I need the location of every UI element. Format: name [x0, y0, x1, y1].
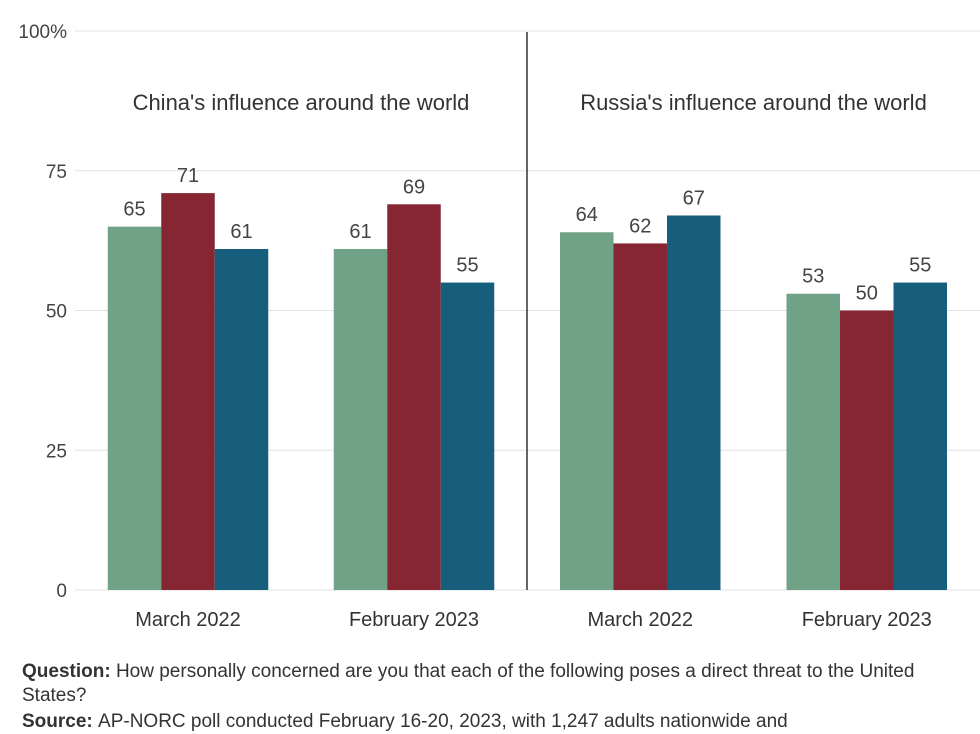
bar — [667, 215, 721, 590]
data-label: 69 — [403, 176, 425, 198]
chart-area: 0 25 50 75 100% China's influence around the… — [18, 22, 980, 631]
panel-2: Russia's influence around the world 64 62 6… — [560, 90, 947, 631]
category-label: March 2022 — [587, 609, 693, 631]
bar — [613, 243, 667, 591]
bar — [440, 282, 495, 590]
bar — [786, 293, 840, 590]
bar — [214, 249, 269, 590]
data-label: 61 — [349, 221, 371, 243]
bar — [161, 193, 215, 591]
source-label: Source: — [22, 711, 99, 732]
data-label: 64 — [576, 204, 598, 226]
footer-question: Question: How personally concerned are y… — [22, 660, 962, 708]
bar — [107, 226, 162, 590]
panel-title: Russia's influence around the world — [580, 90, 927, 115]
y-tick-label: 0 — [56, 581, 67, 602]
source-text: AP-NORC poll conducted February 16-20, 2… — [98, 711, 788, 732]
y-tick-label: 50 — [46, 302, 67, 323]
data-label: 71 — [177, 165, 199, 187]
category-label: February 2023 — [802, 609, 932, 631]
bar — [893, 282, 947, 590]
bar — [387, 204, 441, 591]
data-label: 67 — [683, 187, 705, 209]
data-label: 50 — [856, 283, 878, 305]
bar — [560, 232, 614, 591]
question-label: Question: — [22, 661, 116, 682]
data-label: 53 — [802, 266, 824, 288]
bar — [840, 310, 894, 590]
panel-title: China's influence around the world — [133, 90, 470, 115]
y-tick-label: 100% — [18, 22, 67, 43]
question-text: How personally concerned are you that ea… — [22, 661, 915, 706]
y-axis-ticks: 0 25 50 75 100% — [18, 22, 67, 602]
data-label: 62 — [629, 215, 651, 237]
y-tick-label: 25 — [46, 441, 67, 462]
category-label: March 2022 — [135, 609, 241, 631]
data-label: 55 — [909, 255, 931, 277]
data-label: 65 — [123, 199, 145, 221]
footer-source: Source: AP-NORC poll conducted February … — [22, 710, 962, 734]
panels: China's influence around the world 65 71 61… — [107, 90, 947, 631]
category-label: February 2023 — [349, 609, 479, 631]
data-label: 55 — [456, 255, 478, 277]
bar — [333, 249, 388, 590]
data-label: 61 — [230, 221, 252, 243]
panel-1: China's influence around the world 65 71 61… — [107, 90, 495, 631]
y-tick-label: 75 — [46, 162, 67, 183]
